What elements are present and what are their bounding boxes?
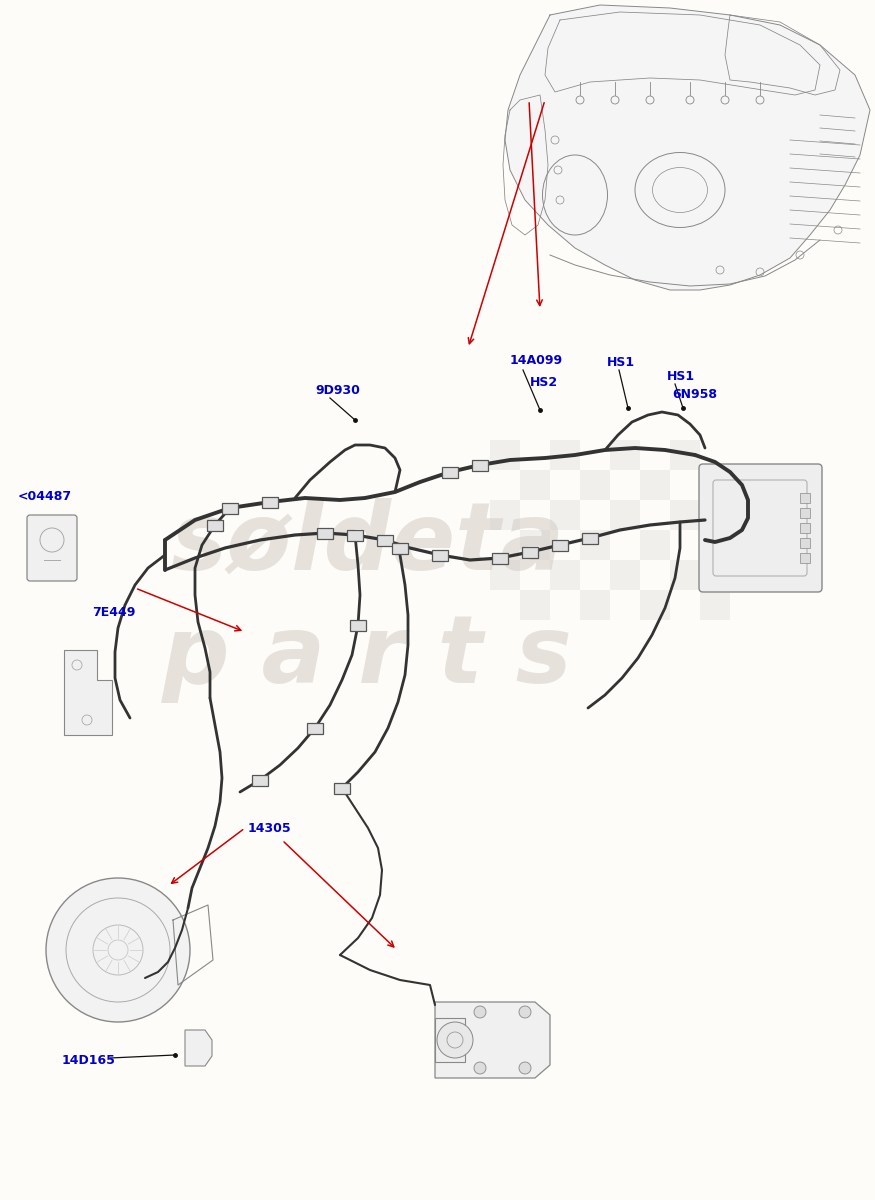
Bar [490, 500, 520, 530]
Bar [252, 774, 268, 786]
Bar [700, 530, 730, 560]
Bar [580, 530, 610, 560]
Bar [640, 530, 670, 560]
Bar [582, 533, 598, 544]
Text: 14D165: 14D165 [62, 1054, 116, 1067]
Bar [640, 590, 670, 620]
Bar [580, 590, 610, 620]
Bar [432, 550, 448, 560]
Bar [520, 470, 550, 500]
Polygon shape [185, 1030, 212, 1066]
Bar [520, 530, 550, 560]
Polygon shape [435, 1002, 550, 1078]
Bar [552, 540, 568, 551]
Circle shape [519, 1062, 531, 1074]
Bar [800, 508, 810, 518]
Bar [800, 538, 810, 548]
Bar [490, 440, 520, 470]
Bar [347, 529, 363, 540]
Bar [442, 467, 458, 478]
FancyBboxPatch shape [699, 464, 822, 592]
Circle shape [46, 878, 190, 1022]
Circle shape [474, 1062, 486, 1074]
Bar [700, 470, 730, 500]
Bar [317, 528, 333, 539]
Text: HS1: HS1 [667, 370, 695, 383]
Bar [490, 560, 520, 590]
Bar [550, 560, 580, 590]
Bar [670, 500, 700, 530]
FancyBboxPatch shape [27, 515, 77, 581]
Bar [640, 470, 670, 500]
Bar [392, 542, 408, 553]
Bar [222, 503, 238, 514]
Bar [377, 534, 393, 546]
Bar [520, 590, 550, 620]
Bar [492, 552, 508, 564]
Circle shape [474, 1006, 486, 1018]
Bar [435, 1018, 465, 1062]
Bar [550, 440, 580, 470]
Bar [800, 493, 810, 503]
Bar [550, 500, 580, 530]
Bar [700, 590, 730, 620]
Text: HS2: HS2 [530, 376, 558, 389]
Bar [522, 546, 538, 558]
Text: <04487: <04487 [18, 490, 72, 503]
Bar [350, 619, 366, 630]
Text: 14A099: 14A099 [510, 354, 564, 366]
Bar [610, 560, 640, 590]
Circle shape [437, 1022, 473, 1058]
Bar [472, 460, 488, 470]
Text: søldeta
p a r t s: søldeta p a r t s [162, 497, 573, 703]
Bar [580, 470, 610, 500]
Bar [307, 722, 323, 733]
Polygon shape [64, 650, 112, 734]
Bar [800, 523, 810, 533]
Circle shape [519, 1006, 531, 1018]
Bar [610, 440, 640, 470]
Bar [334, 782, 350, 793]
Bar [207, 520, 223, 530]
Bar [670, 440, 700, 470]
Bar [262, 497, 278, 508]
Text: 6N958: 6N958 [672, 388, 717, 401]
Bar [670, 560, 700, 590]
Bar [800, 553, 810, 563]
Text: HS1: HS1 [607, 355, 635, 368]
Text: 14305: 14305 [248, 822, 291, 834]
Bar [610, 500, 640, 530]
Text: 7E449: 7E449 [92, 606, 136, 618]
Polygon shape [505, 5, 870, 290]
Text: 9D930: 9D930 [315, 384, 360, 396]
